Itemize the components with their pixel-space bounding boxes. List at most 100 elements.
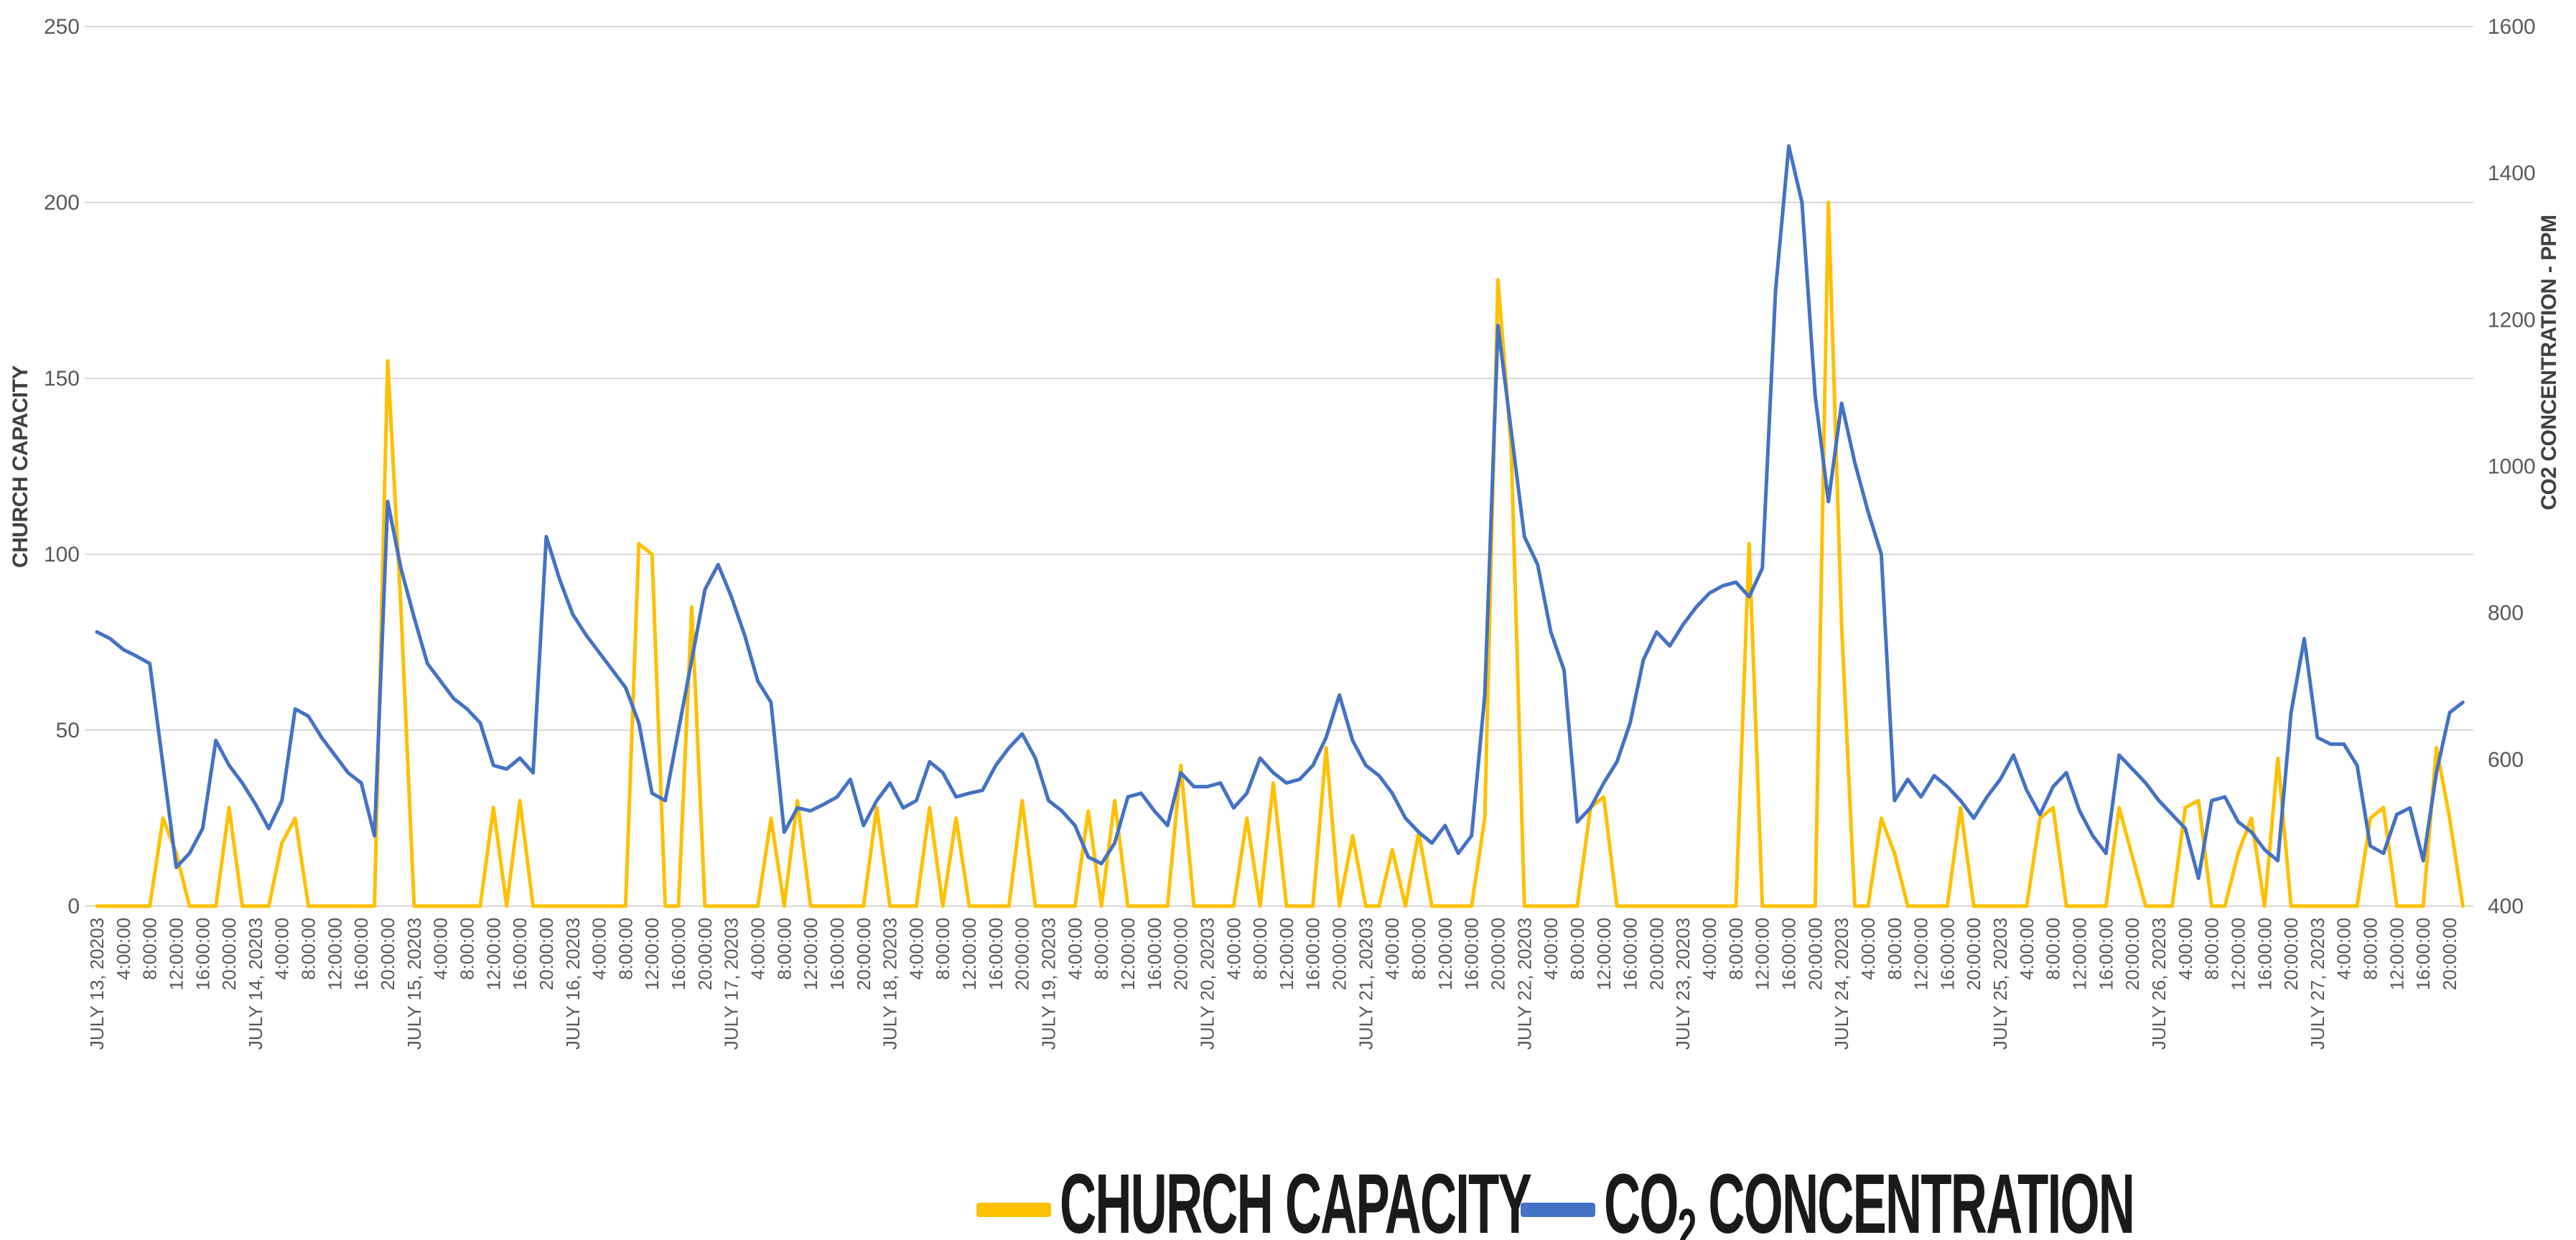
x-tick-label: 4:00:00: [1699, 918, 1720, 980]
y-left-tick-label: 50: [56, 719, 80, 742]
legend-item-capacity: CHURCH CAPACITY: [976, 1156, 1533, 1240]
x-tick-label: 12:00:00: [958, 918, 980, 990]
y-right-tick-label: 1000: [2488, 455, 2536, 479]
x-tick-label: 8:00:00: [2360, 918, 2381, 980]
y-left-tick-label: 0: [67, 895, 80, 918]
x-tick-label: 4:00:00: [747, 918, 769, 980]
y-right-tick-label: 1200: [2488, 308, 2536, 332]
x-tick-label: 8:00:00: [615, 918, 636, 980]
x-tick-label: 4:00:00: [430, 918, 452, 980]
x-tick-label: 20:00:00: [1804, 918, 1826, 990]
x-tick-label: 8:00:00: [1567, 918, 1588, 980]
y-right-tick-label: 800: [2488, 602, 2524, 625]
x-tick-label: JULY 24, 20203: [1831, 918, 1852, 1050]
y-axis-left-tick-labels: 0 50 100 150 200 250: [44, 15, 80, 918]
x-tick-label: 20:00:00: [2439, 918, 2460, 990]
x-tick-label: 8:00:00: [1408, 918, 1429, 980]
x-tick-label: 12:00:00: [1117, 918, 1139, 990]
x-tick-label: 4:00:00: [113, 918, 134, 980]
x-tick-label: 20:00:00: [377, 918, 398, 990]
x-tick-label: 8:00:00: [1091, 918, 1112, 980]
series-line-church-capacity: [95, 200, 2465, 908]
x-tick-label: 4:00:00: [1223, 918, 1244, 980]
y-right-tick-label: 600: [2488, 748, 2524, 772]
x-tick-label: 12:00:00: [1593, 918, 1615, 990]
x-tick-label: JULY 13, 20203: [86, 918, 108, 1050]
x-tick-label: 16:00:00: [1461, 918, 1483, 990]
x-tick-label: 16:00:00: [668, 918, 689, 990]
x-tick-label: 12:00:00: [1276, 918, 1297, 990]
legend: CHURCH CAPACITY CO2 CONCENTRATION: [976, 1156, 2135, 1240]
x-tick-label: JULY 15, 20203: [403, 918, 425, 1050]
x-tick-label: JULY 21, 20203: [1355, 918, 1376, 1050]
x-tick-label: 20:00:00: [1646, 918, 1667, 990]
y-axis-right-title: CO2 CONCENTRATION - PPM: [2537, 215, 2561, 510]
x-tick-label: 8:00:00: [2043, 918, 2064, 980]
x-tick-label: 16:00:00: [1778, 918, 1799, 990]
x-tick-label: 16:00:00: [2254, 918, 2275, 990]
x-tick-label: 16:00:00: [985, 918, 1007, 990]
x-tick-label: 12:00:00: [2227, 918, 2249, 990]
x-tick-label: JULY 14, 20203: [245, 918, 266, 1050]
x-tick-label: 4:00:00: [1540, 918, 1562, 980]
x-tick-label: 16:00:00: [350, 918, 372, 990]
x-tick-label: 20:00:00: [218, 918, 240, 990]
x-tick-label: JULY 27, 20203: [2307, 918, 2328, 1050]
x-tick-label: 8:00:00: [1725, 918, 1747, 980]
x-tick-label: 16:00:00: [1936, 918, 1958, 990]
x-tick-label: 20:00:00: [536, 918, 557, 990]
x-tick-label: 4:00:00: [2016, 918, 2038, 980]
x-tick-label: JULY 19, 20203: [1038, 918, 1060, 1050]
x-tick-label: 16:00:00: [1620, 918, 1641, 990]
y-axis-right-tick-labels: 400 600 800 1000 1200 1400 1600: [2488, 15, 2536, 918]
x-tick-label: 8:00:00: [1884, 918, 1905, 980]
x-tick-label: JULY 20, 20203: [1196, 918, 1218, 1050]
x-tick-label: 20:00:00: [1170, 918, 1192, 990]
x-tick-label: 16:00:00: [192, 918, 213, 990]
x-tick-label: 4:00:00: [589, 918, 610, 980]
y-left-tick-label: 150: [44, 367, 80, 391]
x-tick-label: 4:00:00: [1064, 918, 1086, 980]
data-series: [95, 144, 2465, 908]
x-tick-label: 16:00:00: [2412, 918, 2434, 990]
legend-item-co2: CO2 CONCENTRATION: [1521, 1156, 2135, 1240]
x-tick-label: 20:00:00: [2122, 918, 2143, 990]
x-tick-label: 16:00:00: [1144, 918, 1165, 990]
x-tick-label: 12:00:00: [324, 918, 345, 990]
legend-label-capacity: CHURCH CAPACITY: [1060, 1156, 1531, 1240]
x-tick-label: 4:00:00: [2175, 918, 2196, 980]
x-tick-label: JULY 16, 20203: [562, 918, 584, 1050]
x-axis-tick-labels: JULY 13, 20203 4:00:00 8:00:00 12:00:00 16:0…: [86, 918, 2460, 1050]
x-tick-label: 8:00:00: [2201, 918, 2223, 980]
x-tick-label: 8:00:00: [298, 918, 319, 980]
x-tick-label: 12:00:00: [2386, 918, 2407, 990]
x-tick-label: 12:00:00: [800, 918, 821, 990]
x-tick-label: 20:00:00: [1963, 918, 1984, 990]
x-tick-label: 4:00:00: [1857, 918, 1879, 980]
y-left-tick-label: 200: [44, 191, 80, 215]
x-tick-label: 20:00:00: [694, 918, 716, 990]
legend-swatch-capacity: [976, 1203, 1051, 1217]
x-tick-label: JULY 23, 20203: [1672, 918, 1694, 1050]
x-tick-label: 12:00:00: [641, 918, 663, 990]
y-axis-left-title: CHURCH CAPACITY: [9, 365, 32, 568]
x-tick-label: 20:00:00: [1012, 918, 1033, 990]
x-tick-label: 4:00:00: [2333, 918, 2355, 980]
x-tick-label: 12:00:00: [1910, 918, 1932, 990]
y-left-tick-label: 100: [44, 543, 80, 567]
x-tick-label: JULY 18, 20203: [879, 918, 901, 1050]
x-tick-label: 8:00:00: [932, 918, 953, 980]
y-left-tick-label: 250: [44, 15, 80, 39]
x-tick-label: JULY 17, 20203: [721, 918, 742, 1050]
x-tick-label: 12:00:00: [2069, 918, 2091, 990]
x-tick-label: JULY 25, 20203: [1989, 918, 2011, 1050]
x-tick-label: 16:00:00: [826, 918, 848, 990]
x-tick-label: 4:00:00: [905, 918, 927, 980]
y-right-tick-label: 1400: [2488, 162, 2536, 185]
x-tick-label: 12:00:00: [1752, 918, 1773, 990]
x-tick-label: 8:00:00: [139, 918, 161, 980]
x-tick-label: 20:00:00: [2280, 918, 2302, 990]
x-tick-label: 16:00:00: [2095, 918, 2117, 990]
